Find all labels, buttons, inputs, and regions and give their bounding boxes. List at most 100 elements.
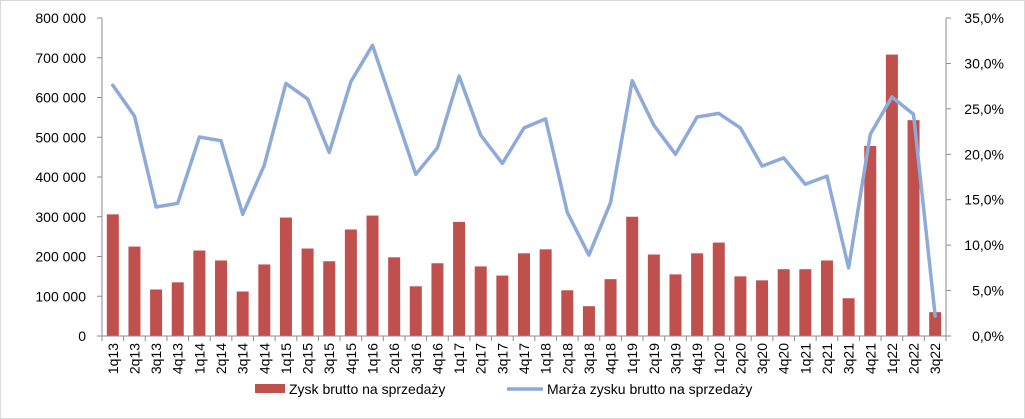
x-tick-label: 3q19 — [668, 343, 684, 374]
right-tick-label: 10,0% — [964, 237, 1004, 253]
legend: Zysk brutto na sprzedaży Marża zysku bru… — [255, 381, 752, 397]
bar — [106, 214, 119, 336]
bar — [756, 280, 769, 336]
x-tick-label: 3q17 — [494, 343, 510, 374]
right-tick-label: 20,0% — [964, 146, 1004, 162]
left-tick-label: 700 000 — [35, 50, 86, 66]
x-tick-label: 2q20 — [732, 343, 748, 374]
bar — [799, 269, 812, 336]
line-series — [111, 43, 937, 318]
x-tick-label: 2q18 — [559, 343, 575, 374]
x-tick-label: 4q19 — [689, 343, 705, 374]
bar — [864, 145, 877, 336]
left-tick-label: 800 000 — [35, 10, 86, 26]
bar — [539, 249, 552, 336]
x-tick-label: 3q18 — [581, 343, 597, 374]
bar — [388, 257, 401, 336]
right-axis-ticks: 0,0% 5,0% 10,0% 15,0% 20,0% 25,0% 30,0% 35,0% — [946, 10, 1004, 344]
x-tick-label: 2q16 — [386, 343, 402, 374]
x-tick-label: 4q13 — [170, 343, 186, 374]
x-tick-label: 4q21 — [862, 343, 878, 374]
bar — [453, 221, 466, 336]
x-tick-label: 1q20 — [711, 343, 727, 374]
x-tick-label: 3q16 — [408, 343, 424, 374]
x-tick-label: 4q20 — [776, 343, 792, 374]
bar — [734, 276, 747, 336]
left-tick-label: 0 — [78, 328, 86, 344]
x-tick-label: 1q18 — [538, 343, 554, 374]
bar — [582, 306, 595, 336]
x-tick-label: 1q15 — [278, 343, 294, 374]
bar — [626, 216, 639, 336]
right-tick-label: 25,0% — [964, 101, 1004, 117]
bar — [777, 269, 790, 336]
x-tick-label: 1q19 — [624, 343, 640, 374]
bar — [323, 261, 336, 336]
bar — [150, 289, 163, 336]
legend-swatch-bar — [255, 384, 285, 393]
x-tick-label: 4q14 — [256, 343, 272, 374]
bar — [647, 254, 660, 336]
left-tick-label: 500 000 — [35, 129, 86, 145]
bar — [215, 260, 228, 336]
x-tick-label: 4q17 — [516, 343, 532, 374]
bar — [842, 298, 855, 336]
bar — [561, 290, 574, 336]
bar — [409, 286, 422, 336]
x-tick-label: 1q22 — [884, 343, 900, 374]
x-tick-label: 4q18 — [603, 343, 619, 374]
x-tick-label: 3q21 — [841, 343, 857, 374]
x-tick-label: 1q14 — [191, 343, 207, 374]
x-axis-ticks: 1q13 2q13 3q13 4q13 1q14 2q14 3q14 4q14 1q15 2q15… — [101, 336, 947, 374]
bar — [669, 274, 682, 336]
x-tick-label: 2q22 — [906, 343, 922, 374]
left-tick-label: 600 000 — [35, 90, 86, 106]
x-tick-label: 3q15 — [321, 343, 337, 374]
bar — [496, 275, 509, 336]
legend-label-line: Marża zysku brutto na sprzedaży — [547, 381, 752, 397]
bar — [604, 279, 617, 336]
bar — [128, 246, 141, 336]
bar — [236, 291, 249, 336]
x-tick-label: 3q14 — [235, 343, 251, 374]
left-tick-label: 300 000 — [35, 209, 86, 225]
x-tick-label: 2q21 — [819, 343, 835, 374]
x-tick-label: 1q21 — [797, 343, 813, 374]
right-tick-label: 0,0% — [972, 328, 1004, 344]
x-tick-label: 1q13 — [105, 343, 121, 374]
bar — [885, 54, 898, 336]
x-tick-label: 2q17 — [473, 343, 489, 374]
x-tick-label: 4q16 — [429, 343, 445, 374]
x-tick-label: 1q17 — [451, 343, 467, 374]
x-tick-label: 2q15 — [300, 343, 316, 374]
left-tick-label: 400 000 — [35, 169, 86, 185]
legend-label-bar: Zysk brutto na sprzedaży — [289, 381, 445, 397]
x-tick-label: 4q15 — [343, 343, 359, 374]
axes — [101, 18, 947, 337]
bar — [691, 253, 704, 336]
right-tick-label: 30,0% — [964, 55, 1004, 71]
bar — [518, 253, 530, 336]
x-tick-label: 3q20 — [754, 343, 770, 374]
right-tick-label: 5,0% — [972, 283, 1004, 299]
bar — [907, 120, 920, 336]
x-tick-label: 2q19 — [646, 343, 662, 374]
x-tick-label: 1q16 — [365, 343, 381, 374]
left-tick-label: 200 000 — [35, 249, 86, 265]
bar — [712, 242, 725, 336]
bar — [344, 229, 357, 336]
bar-series — [106, 54, 942, 336]
bar — [279, 217, 292, 336]
left-tick-label: 100 000 — [35, 288, 86, 304]
bar — [258, 264, 271, 336]
x-tick-label: 2q13 — [127, 343, 143, 374]
bar — [171, 282, 184, 336]
x-tick-label: 3q22 — [927, 343, 943, 374]
x-tick-label: 2q14 — [213, 343, 229, 374]
right-tick-label: 35,0% — [964, 10, 1004, 26]
bar — [474, 266, 487, 336]
x-tick-label: 3q13 — [148, 343, 164, 374]
left-axis-ticks: 0 100 000 200 000 300 000 400 000 500 000 600 … — [35, 10, 102, 344]
